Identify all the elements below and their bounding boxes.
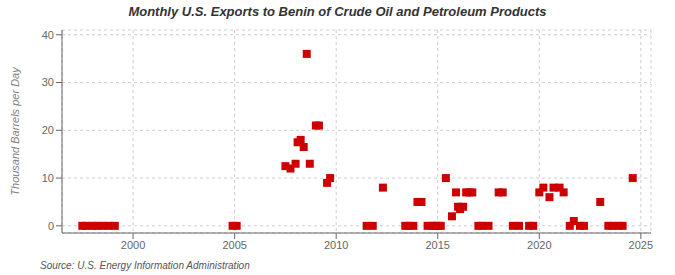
html-text:Monthly U.S. Exports to Benin: Monthly U.S. Exports to Benin of Crude O… <box>128 4 547 19</box>
svg-text:2025: 2025 <box>629 239 653 251</box>
svg-text:30: 30 <box>42 76 54 88</box>
svg-text:2020: 2020 <box>527 239 551 251</box>
svg-text:2000: 2000 <box>121 239 145 251</box>
svg-text:10: 10 <box>42 172 54 184</box>
svg-text:Thousand Barrels per Day: Thousand Barrels per Day <box>9 66 21 196</box>
html-text:Source: U.S. Energy Informatio: Source: U.S. Energy Information Administ… <box>40 260 250 271</box>
svg-text:20: 20 <box>42 124 54 136</box>
svg-text:0: 0 <box>48 220 54 232</box>
svg-text:40: 40 <box>42 29 54 41</box>
svg-text:2010: 2010 <box>324 239 348 251</box>
svg-text:2005: 2005 <box>222 239 246 251</box>
svg-text:2015: 2015 <box>425 239 449 251</box>
